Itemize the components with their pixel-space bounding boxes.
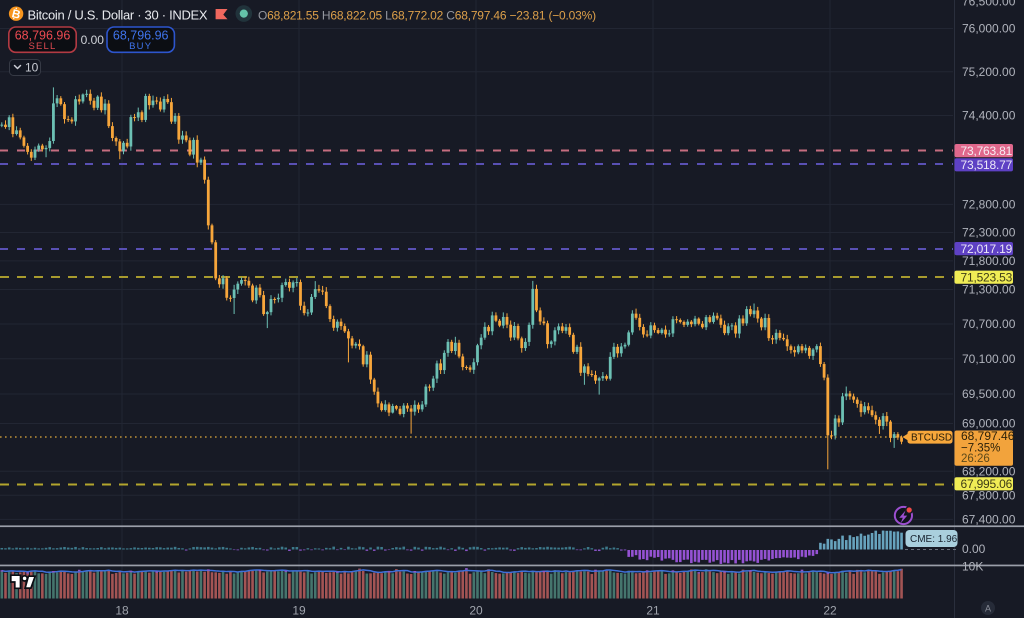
svg-text:CME: 1.96: CME: 1.96 xyxy=(910,534,958,545)
svg-text:68,796.96: 68,796.96 xyxy=(113,28,169,42)
svg-text:71,523.53: 71,523.53 xyxy=(961,270,1013,284)
svg-text:0.00: 0.00 xyxy=(962,542,986,556)
svg-text:18: 18 xyxy=(115,604,129,618)
svg-text:10: 10 xyxy=(25,61,39,75)
svg-text:22: 22 xyxy=(823,604,837,618)
svg-text:76,500.00: 76,500.00 xyxy=(962,0,1016,8)
svg-text:O68,821.55 H68,822.05 L68,772.: O68,821.55 H68,822.05 L68,772.02 C68,797… xyxy=(258,9,596,23)
svg-text:19: 19 xyxy=(292,604,306,618)
svg-text:70,100.00: 70,100.00 xyxy=(962,352,1016,366)
svg-text:Bitcoin / U.S. Dollar · 30 · I: Bitcoin / U.S. Dollar · 30 · INDEX xyxy=(28,8,208,23)
svg-text:71,800.00: 71,800.00 xyxy=(962,254,1016,268)
svg-text:75,200.00: 75,200.00 xyxy=(962,65,1016,79)
svg-text:72,300.00: 72,300.00 xyxy=(962,226,1016,240)
svg-text:67,400.00: 67,400.00 xyxy=(962,513,1016,527)
svg-text:10K: 10K xyxy=(962,560,983,574)
svg-text:−7.35%: −7.35% xyxy=(961,442,1000,454)
svg-text:B: B xyxy=(10,6,22,22)
svg-text:A: A xyxy=(985,604,991,614)
svg-text:71,300.00: 71,300.00 xyxy=(962,283,1016,297)
svg-text:70,700.00: 70,700.00 xyxy=(962,317,1016,331)
svg-text:BTCUSD: BTCUSD xyxy=(911,432,952,443)
svg-text:68,796.96: 68,796.96 xyxy=(15,28,71,42)
svg-text:76,000.00: 76,000.00 xyxy=(962,22,1016,36)
svg-text:67,800.00: 67,800.00 xyxy=(962,488,1016,502)
svg-text:26:26: 26:26 xyxy=(961,453,990,465)
svg-text:73,518.77: 73,518.77 xyxy=(961,158,1013,172)
svg-text:20: 20 xyxy=(469,604,483,618)
svg-text:69,000.00: 69,000.00 xyxy=(962,417,1016,431)
svg-text:73,763.81: 73,763.81 xyxy=(961,144,1013,158)
svg-text:68,797.46: 68,797.46 xyxy=(961,429,1015,443)
svg-text:72,800.00: 72,800.00 xyxy=(962,198,1016,212)
svg-text:21: 21 xyxy=(646,604,660,618)
svg-text:74,400.00: 74,400.00 xyxy=(962,109,1016,123)
svg-text:72,017.19: 72,017.19 xyxy=(961,242,1013,256)
svg-text:0.00: 0.00 xyxy=(81,33,105,47)
svg-text:BUY: BUY xyxy=(129,41,152,52)
svg-text:67,995.06: 67,995.06 xyxy=(961,477,1013,491)
svg-text:69,500.00: 69,500.00 xyxy=(962,387,1016,401)
svg-text:68,200.00: 68,200.00 xyxy=(962,464,1016,478)
svg-text:SELL: SELL xyxy=(28,41,56,52)
